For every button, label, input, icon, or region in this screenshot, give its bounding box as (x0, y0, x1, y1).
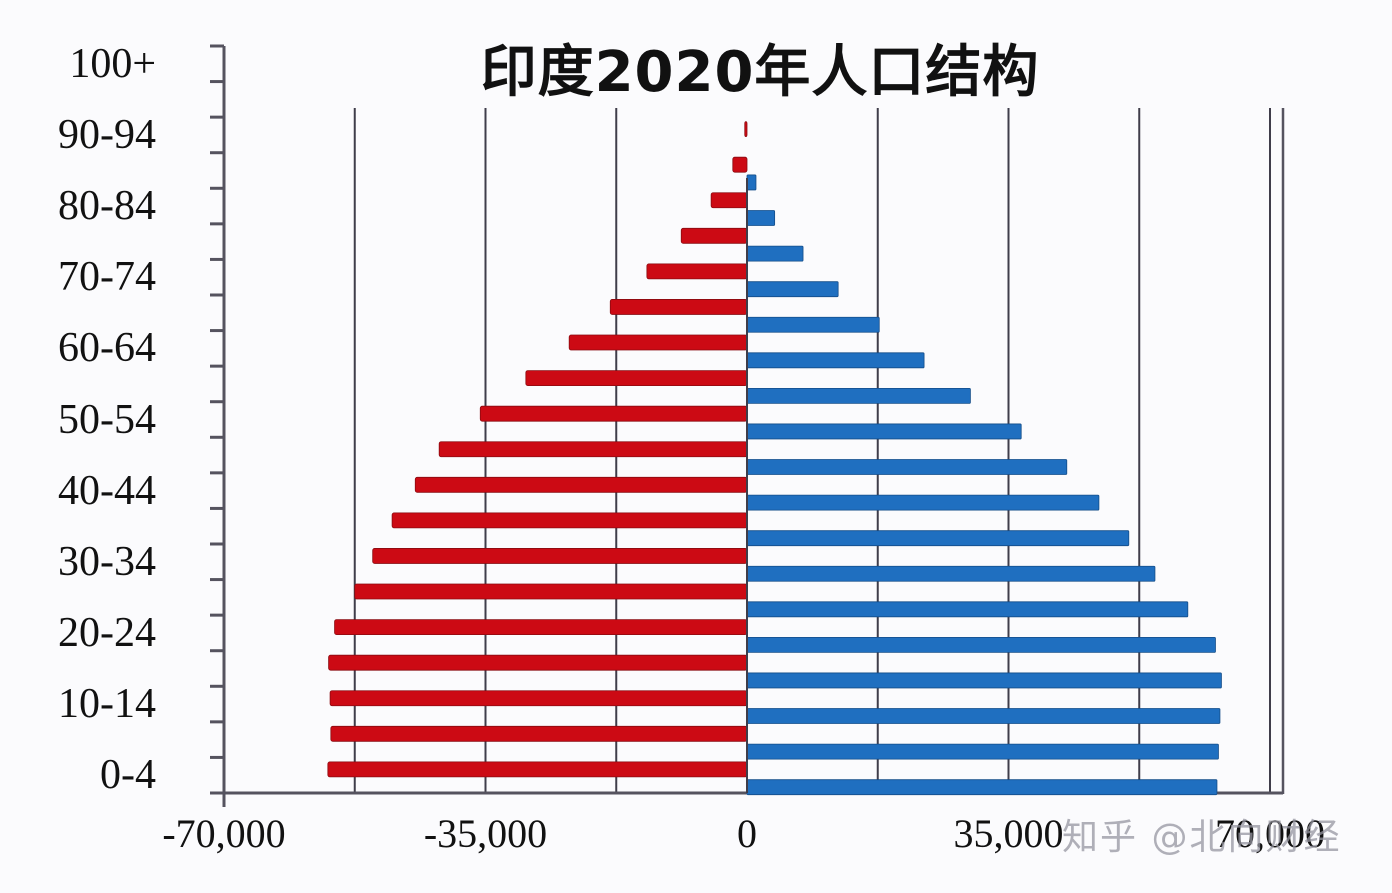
y-axis-label: 60-64 (58, 325, 156, 372)
bar-left-60-64 (568, 334, 748, 351)
bar-right-0-4 (746, 779, 1218, 796)
bar-left-80-84 (710, 192, 748, 209)
bar-right-5-9 (746, 743, 1219, 760)
bar-left-70-74 (646, 263, 748, 280)
bar-left-0-4 (327, 761, 748, 778)
y-axis-label: 80-84 (58, 183, 156, 230)
x-axis-label: 35,000 (953, 811, 1064, 856)
bar-right-30-34 (746, 565, 1156, 582)
bar-right-65-69 (746, 316, 880, 333)
y-axis-label: 20-24 (58, 609, 156, 656)
x-axis-label: -35,000 (423, 811, 548, 856)
bar-left-90-94 (744, 121, 748, 138)
y-axis-label: 30-34 (58, 538, 156, 585)
x-axis-label: -70,000 (162, 811, 286, 856)
bar-right-10-14 (746, 708, 1221, 724)
bar-right-25-29 (746, 601, 1189, 618)
bar-right-45-49 (746, 459, 1068, 475)
bar-right-15-19 (746, 672, 1222, 689)
bar-right-35-39 (746, 530, 1130, 547)
y-axis-label: 100+ (69, 40, 156, 87)
y-axis-label: 0-4 (100, 752, 156, 799)
x-axis-label: 0 (737, 811, 757, 856)
bar-right-80-84 (746, 210, 776, 226)
bar-left-15-19 (328, 654, 748, 671)
bar-left-30-34 (372, 548, 748, 564)
y-axis-label: 50-54 (58, 396, 156, 443)
y-axis-label: 40-44 (58, 467, 156, 514)
bar-left-75-79 (680, 227, 748, 244)
bar-right-85-89 (746, 174, 757, 191)
bar-right-70-74 (746, 281, 839, 298)
bar-left-35-39 (391, 512, 748, 529)
watermark: 知乎 @北向财经 (1062, 817, 1342, 858)
bar-left-25-29 (354, 583, 748, 600)
bar-right-60-64 (746, 352, 925, 369)
bar-left-55-59 (525, 370, 748, 387)
bar-left-85-89 (732, 156, 748, 173)
bar-left-5-9 (330, 725, 748, 742)
y-axis-label: 10-14 (58, 681, 156, 728)
bar-right-75-79 (746, 245, 804, 262)
bar-right-20-24 (746, 636, 1216, 653)
bar-left-40-44 (414, 476, 748, 493)
bar-left-50-54 (479, 405, 748, 422)
bar-left-45-49 (438, 441, 748, 458)
y-axis-label: 90-94 (58, 111, 156, 158)
bar-left-65-69 (609, 299, 748, 315)
bar-left-20-24 (334, 619, 748, 636)
bar-right-50-54 (746, 423, 1022, 440)
bar-right-55-59 (746, 387, 971, 404)
x-axis-label: 70,000 (1215, 811, 1325, 856)
bar-left-10-14 (329, 690, 748, 707)
bar-right-40-44 (746, 494, 1100, 511)
y-axis-label: 70-74 (58, 254, 156, 301)
chart-title: 印度2020年人口结构 (480, 40, 1040, 105)
